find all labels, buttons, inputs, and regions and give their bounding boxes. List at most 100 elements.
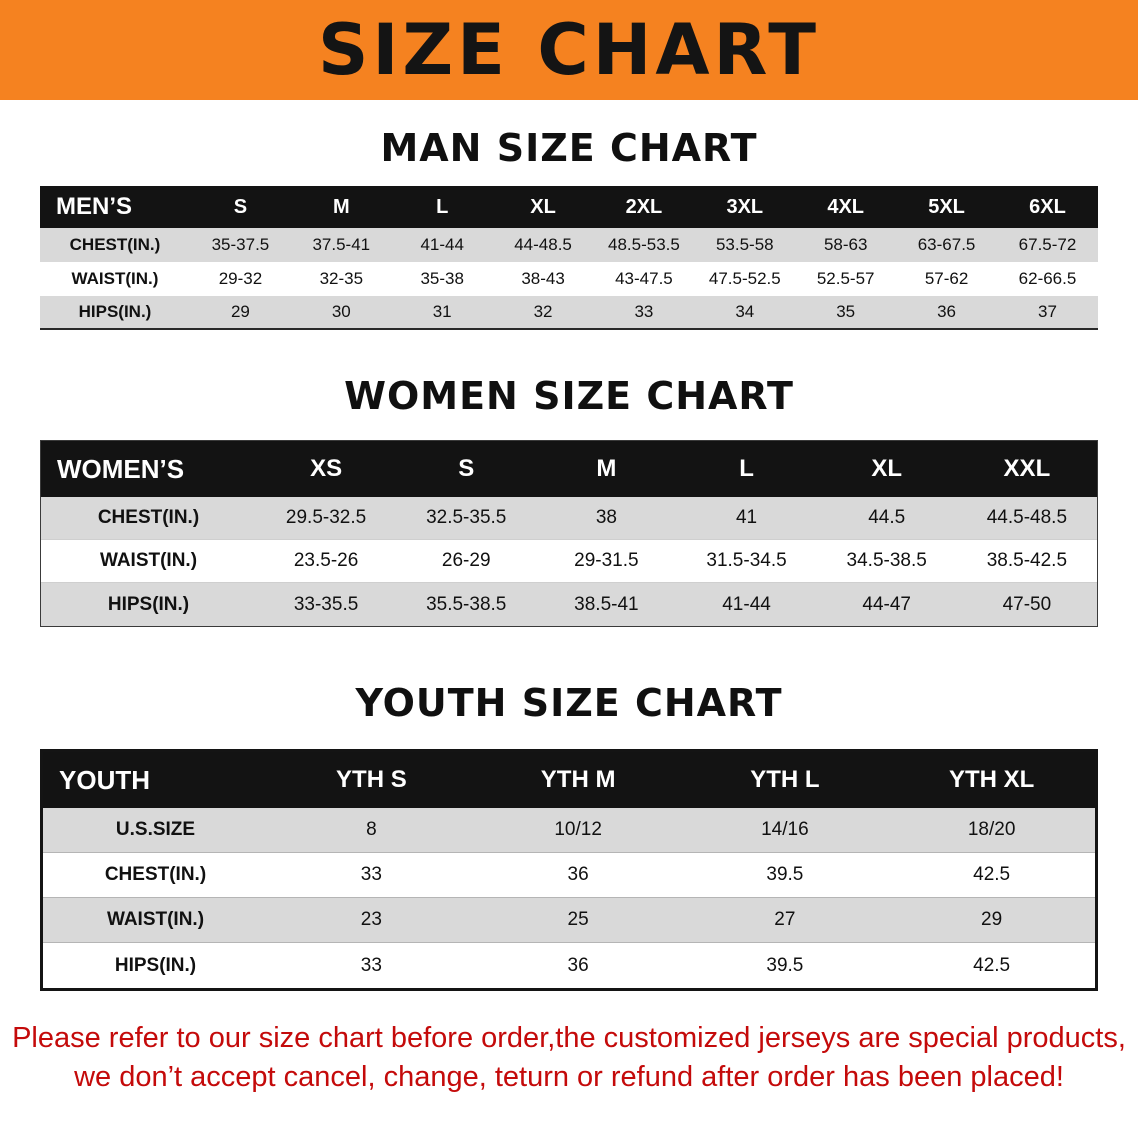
table-title-cell: MEN’S (40, 186, 190, 228)
size-value: 23.5-26 (256, 540, 397, 583)
size-value: 33-35.5 (256, 583, 397, 626)
size-column-header: XS (256, 441, 397, 497)
banner: SIZE CHART (0, 0, 1138, 100)
size-value: 44.5 (816, 497, 957, 540)
table-header-row: WOMEN’S XS S M L XL XXL (41, 441, 1097, 497)
size-value: 35-38 (391, 262, 493, 296)
size-value: 38.5-41 (536, 583, 677, 626)
size-column-header: M (536, 441, 677, 497)
size-value: 29.5-32.5 (256, 497, 397, 540)
size-column-header: L (676, 441, 817, 497)
size-value: 36 (896, 296, 997, 330)
size-value: 31.5-34.5 (676, 540, 817, 583)
table-row: HIPS(IN.) 33-35.5 35.5-38.5 38.5-41 41-44 44-… (41, 583, 1097, 626)
size-value: 62-66.5 (997, 262, 1098, 296)
size-value: 34.5-38.5 (816, 540, 957, 583)
size-column-header: XL (816, 441, 957, 497)
table-row: WAIST(IN.) 23 25 27 29 (43, 898, 1095, 943)
row-label: HIPS(IN.) (43, 943, 268, 988)
size-value: 18/20 (888, 808, 1095, 853)
table-row: WAIST(IN.) 29-32 32-35 35-38 38-43 43-47.5 47.… (40, 262, 1098, 296)
size-value: 37.5-41 (290, 228, 392, 262)
size-value: 47-50 (956, 583, 1097, 626)
size-value: 26-29 (396, 540, 537, 583)
women-section-title: WOMEN SIZE CHART (344, 374, 794, 418)
size-column-header: 6XL (997, 186, 1098, 228)
size-value: 33 (268, 943, 475, 988)
row-label: U.S.SIZE (43, 808, 268, 853)
table-title-cell: WOMEN’S (41, 441, 256, 497)
size-value: 44.5-48.5 (956, 497, 1097, 540)
size-column-header: YTH S (268, 752, 475, 808)
youth-section-title: YOUTH SIZE CHART (355, 681, 783, 725)
size-value: 42.5 (888, 943, 1095, 988)
row-label: WAIST(IN.) (43, 898, 268, 943)
size-value: 32.5-35.5 (396, 497, 537, 540)
footer-notice: Please refer to our size chart before or… (0, 1019, 1138, 1097)
row-label: WAIST(IN.) (41, 540, 256, 583)
page-title: SIZE CHART (317, 9, 821, 91)
size-value: 38-43 (492, 262, 594, 296)
size-column-header: M (290, 186, 392, 228)
size-value: 27 (681, 898, 889, 943)
size-value: 44-48.5 (492, 228, 594, 262)
row-label: CHEST(IN.) (40, 228, 190, 262)
size-value: 43-47.5 (593, 262, 695, 296)
size-value: 33 (268, 853, 475, 898)
table-row: CHEST(IN.) 35-37.5 37.5-41 41-44 44-48.5 48.5… (40, 228, 1098, 262)
section-youth: YOUTH SIZE CHART YOUTH YTH S YTH M YTH L YTH… (0, 681, 1138, 991)
row-label: CHEST(IN.) (41, 497, 256, 540)
size-value: 48.5-53.5 (593, 228, 695, 262)
size-value: 41-44 (676, 583, 817, 626)
size-value: 42.5 (888, 853, 1095, 898)
size-value: 35 (795, 296, 897, 330)
size-column-header: XL (492, 186, 594, 228)
size-column-header: 5XL (896, 186, 997, 228)
size-value: 25 (474, 898, 682, 943)
size-value: 36 (474, 943, 682, 988)
size-value: 29-31.5 (536, 540, 677, 583)
table-header-row: YOUTH YTH S YTH M YTH L YTH XL (43, 752, 1095, 808)
size-value: 37 (997, 296, 1098, 330)
table-row: WAIST(IN.) 23.5-26 26-29 29-31.5 31.5-34.5 34… (41, 540, 1097, 583)
table-row: HIPS(IN.) 33 36 39.5 42.5 (43, 943, 1095, 988)
size-value: 29 (888, 898, 1095, 943)
size-value: 31 (391, 296, 493, 330)
size-value: 14/16 (681, 808, 889, 853)
size-value: 53.5-58 (694, 228, 796, 262)
size-value: 32-35 (290, 262, 392, 296)
youth-size-table: YOUTH YTH S YTH M YTH L YTH XL U.S.SIZE 8 10/12… (40, 749, 1098, 991)
table-row: U.S.SIZE 8 10/12 14/16 18/20 (43, 808, 1095, 853)
size-value: 47.5-52.5 (694, 262, 796, 296)
size-value: 44-47 (816, 583, 957, 626)
size-column-header: 4XL (795, 186, 897, 228)
size-value: 10/12 (474, 808, 682, 853)
section-women: WOMEN SIZE CHART WOMEN’S XS S M L XL XXL CHEST(… (0, 374, 1138, 627)
size-chart-page: SIZE CHART MAN SIZE CHART MEN’S S M L XL 2XL 3… (0, 0, 1138, 1097)
size-value: 32 (492, 296, 594, 330)
notice-line-2: we don’t accept cancel, change, teturn o… (74, 1061, 1064, 1094)
size-value: 58-63 (795, 228, 897, 262)
size-value: 41 (676, 497, 817, 540)
size-column-header: YTH M (474, 752, 682, 808)
size-value: 38 (536, 497, 677, 540)
size-column-header: XXL (956, 441, 1097, 497)
size-column-header: YTH XL (888, 752, 1095, 808)
size-column-header: L (391, 186, 493, 228)
size-value: 33 (593, 296, 695, 330)
table-row: HIPS(IN.) 29 30 31 32 33 34 35 36 37 (40, 296, 1098, 330)
size-value: 34 (694, 296, 796, 330)
table-header-row: MEN’S S M L XL 2XL 3XL 4XL 5XL 6XL (40, 186, 1098, 228)
size-column-header: 2XL (593, 186, 695, 228)
size-value: 36 (474, 853, 682, 898)
size-value: 35.5-38.5 (396, 583, 537, 626)
size-column-header: S (396, 441, 537, 497)
row-label: WAIST(IN.) (40, 262, 190, 296)
men-size-table: MEN’S S M L XL 2XL 3XL 4XL 5XL 6XL CHEST(IN.) 35-37… (40, 186, 1098, 330)
women-size-table: WOMEN’S XS S M L XL XXL CHEST(IN.) 29.5-32.5 32.5… (40, 440, 1098, 627)
size-column-header: 3XL (694, 186, 796, 228)
table-title-cell: YOUTH (43, 752, 268, 808)
men-section-title: MAN SIZE CHART (380, 126, 758, 170)
size-column-header: YTH L (681, 752, 889, 808)
size-value: 39.5 (681, 943, 889, 988)
